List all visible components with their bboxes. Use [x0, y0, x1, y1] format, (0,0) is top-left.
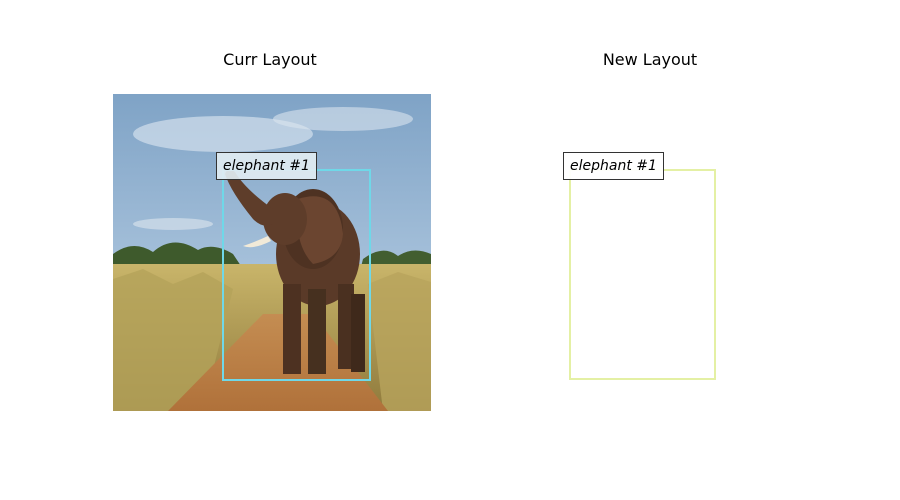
savanna-elephant-illustration	[113, 94, 431, 411]
new-elephant-bbox	[569, 169, 716, 380]
elephant-photo	[113, 94, 431, 411]
curr-layout-title: Curr Layout	[223, 50, 317, 69]
curr-elephant-bbox	[222, 169, 371, 381]
new-layout-title: New Layout	[602, 50, 698, 69]
curr-elephant-label: elephant #1	[216, 152, 317, 180]
new-elephant-label: elephant #1	[563, 152, 664, 180]
